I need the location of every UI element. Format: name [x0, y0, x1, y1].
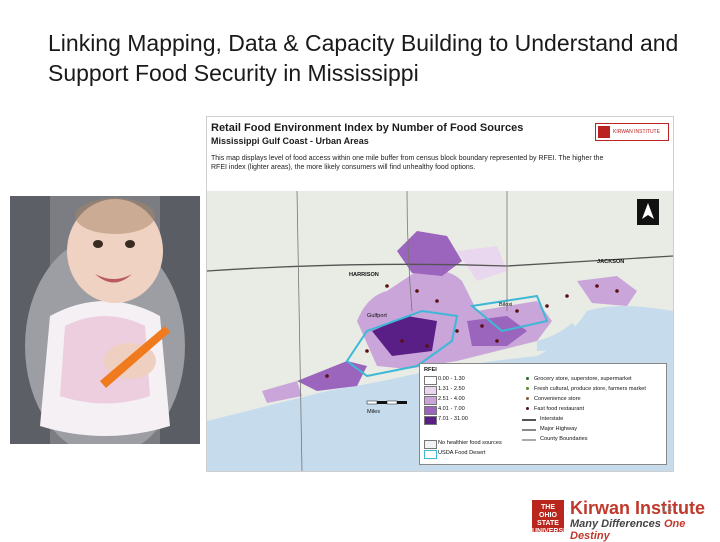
tagline-part-b: One Destiny: [570, 518, 686, 542]
place-label-gulfport: Gulfport: [367, 313, 387, 319]
legend-swatch-1: [424, 376, 437, 385]
produce-point-icon: [526, 387, 529, 390]
legend-line-1: Interstate: [540, 416, 564, 422]
map-description: This map displays level of food access w…: [211, 155, 604, 171]
legend-class-5: 7.01 - 31.00: [438, 416, 468, 422]
legend-swatch-5: [424, 416, 437, 425]
page-number: 13: [662, 504, 673, 514]
legend-class-4: 4.01 - 7.00: [438, 406, 465, 412]
legend-point-2: Fresh cultural, produce store, farmers m…: [534, 386, 646, 392]
map-logo: KIRWAN INSTITUTE: [595, 123, 669, 141]
legend-swatch-none: [424, 440, 437, 449]
legend-desert: USDA Food Desert: [438, 450, 486, 456]
slide-title: Linking Mapping, Data & Capacity Buildin…: [48, 30, 679, 86]
rfei-map: Retail Food Environment Index by Number …: [206, 116, 674, 472]
highway-line-icon: [522, 429, 536, 431]
scale-units: Miles: [367, 409, 381, 415]
legend-point-4: Fast food restaurant: [534, 406, 585, 412]
legend-no-healthy: No healthier food sources: [438, 440, 502, 446]
legend-class-1: 0.00 - 1.30: [438, 376, 465, 382]
legend-line-2: Major Highway: [540, 426, 577, 432]
footer: [0, 490, 720, 540]
legend-swatch-3: [424, 396, 437, 405]
fastfood-point-icon: [526, 407, 529, 410]
county-line-icon: [522, 439, 536, 441]
map-title: Retail Food Environment Index by Number …: [211, 122, 524, 134]
tagline-part-a: Many Differences: [570, 518, 661, 530]
legend-point-1: Grocery store, superstore, supermarket: [534, 376, 632, 382]
osu-logo-text: THE OHIO STATE UNIVERSITY: [532, 504, 575, 535]
place-label-jackson: JACKSON: [597, 259, 625, 265]
map-logo-text: KIRWAN INSTITUTE: [613, 129, 660, 135]
kirwan-institute-logo: Kirwan Institute: [570, 498, 706, 518]
convenience-point-icon: [526, 397, 529, 400]
place-label-harrison: HARRISON: [349, 272, 379, 278]
legend-swatch-4: [424, 406, 437, 415]
logo-mark-icon: [598, 126, 610, 138]
map-legend: RFEI 0.00 - 1.30 1.31 - 2.50 2.51 - 4.00…: [419, 363, 667, 465]
grocery-point-icon: [526, 377, 529, 380]
child-photo: [10, 196, 200, 444]
legend-class-2: 1.31 - 2.50: [438, 386, 465, 392]
legend-title: RFEI: [424, 367, 437, 373]
legend-point-3: Convenience store: [534, 396, 581, 402]
map-subtitle: Mississippi Gulf Coast - Urban Areas: [211, 136, 369, 146]
legend-swatch-desert: [424, 450, 437, 459]
legend-swatch-2: [424, 386, 437, 395]
interstate-line-icon: [522, 419, 536, 421]
legend-line-3: County Boundaries: [540, 436, 588, 442]
place-label-biloxi: Biloxi: [499, 302, 513, 308]
institute-tagline: Many Differences One Destiny: [570, 518, 720, 542]
legend-class-3: 2.51 - 4.00: [438, 396, 465, 402]
osu-logo: THE OHIO STATE UNIVERSITY: [532, 500, 574, 535]
